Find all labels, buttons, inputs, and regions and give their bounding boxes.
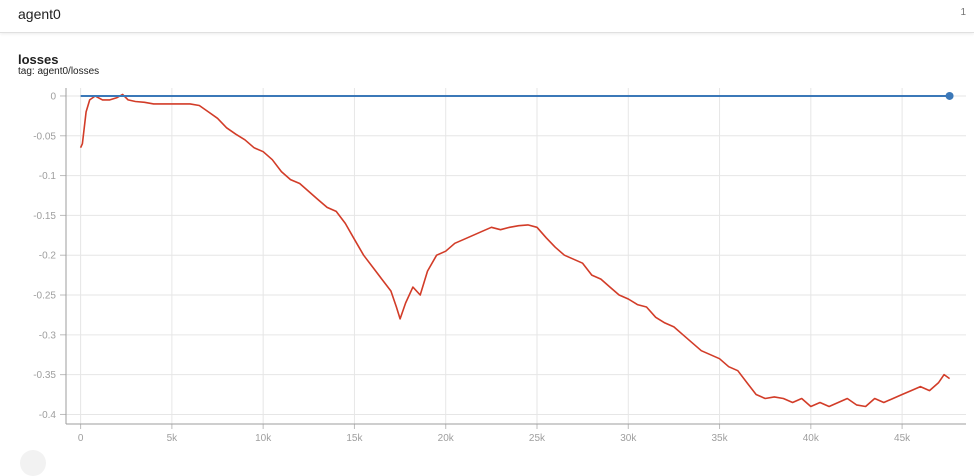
- blue-series-end-point: [945, 91, 954, 100]
- x-tick-label: 5k: [167, 433, 179, 444]
- x-tick-label: 40k: [803, 433, 820, 444]
- y-tick-label: -0.25: [33, 291, 56, 302]
- y-tick-label: -0.2: [39, 251, 57, 262]
- x-tick-label: 15k: [346, 433, 363, 444]
- x-tick-label: 35k: [711, 433, 728, 444]
- y-tick-label: -0.15: [33, 211, 56, 222]
- losses-chart[interactable]: 0 -0.05 -0.1 -0.15 -0.2 -0.25 -0.3 -0.35 -0.4 0 5k…: [0, 84, 974, 454]
- y-tick-label: -0.35: [33, 370, 56, 381]
- y-tick-label: 0: [50, 91, 56, 102]
- red-series-line: [79, 93, 951, 408]
- x-tick-label: 25k: [529, 433, 546, 444]
- run-count: 1: [960, 7, 966, 18]
- y-tick-label: -0.05: [33, 131, 56, 142]
- chart-card-title: losses: [18, 52, 59, 67]
- y-tick-label: -0.1: [39, 171, 57, 182]
- x-tick-label: 10k: [255, 433, 272, 444]
- x-tick-label: 0: [78, 433, 84, 444]
- y-tick-label: -0.4: [39, 410, 57, 421]
- x-tick-label: 30k: [620, 433, 637, 444]
- expand-button[interactable]: [20, 450, 46, 476]
- x-tick-label: 20k: [438, 433, 455, 444]
- run-header[interactable]: agent0 1: [0, 0, 974, 33]
- run-name: agent0: [18, 6, 61, 22]
- y-tick-label: -0.3: [39, 330, 57, 341]
- x-tick-label: 45k: [894, 433, 911, 444]
- chart-card-tag: tag: agent0/losses: [18, 66, 100, 77]
